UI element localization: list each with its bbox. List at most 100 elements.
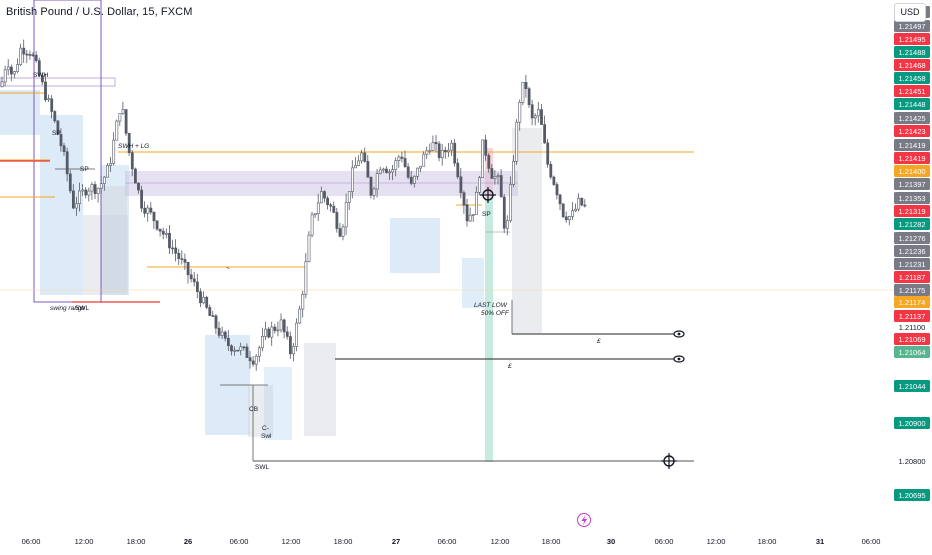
candle-body	[276, 329, 280, 332]
candle-body	[406, 166, 410, 178]
price-label: 1.21231	[894, 258, 930, 270]
candle-body	[28, 54, 32, 56]
candle-body	[214, 315, 218, 329]
price-label-bg	[894, 284, 930, 296]
price-label: 1.21448	[894, 98, 930, 110]
candle-body	[62, 145, 66, 153]
price-label: 1.21451	[894, 85, 930, 97]
candle-body	[447, 149, 450, 153]
time-tick-label: 12:00	[282, 537, 301, 546]
time-tick-label: 06:00	[230, 537, 249, 546]
price-label-text: 1.21064	[898, 348, 925, 357]
currency-button[interactable]: USD	[894, 3, 926, 22]
symbol-title: British Pound / U.S. Dollar, 15, FXCM	[6, 6, 193, 18]
price-label-bg	[894, 310, 930, 322]
price-label: 1.20695	[894, 489, 930, 501]
price-label: 1.21497	[894, 20, 930, 32]
shaded-zone	[390, 218, 440, 273]
price-label-bg	[894, 59, 930, 71]
candle-body	[394, 160, 398, 170]
candle-body	[490, 168, 494, 179]
time-tick-label: 12:00	[491, 537, 510, 546]
price-label: 1.21175	[894, 284, 930, 296]
candle-body	[437, 143, 441, 159]
candle-body	[580, 197, 584, 206]
candle-body	[81, 189, 85, 192]
candle-body	[186, 262, 190, 276]
candle-body	[31, 54, 35, 57]
candle-body	[53, 111, 57, 122]
candle-body	[211, 315, 215, 317]
chart-annotation: SP	[52, 130, 61, 137]
candle-body	[208, 307, 212, 316]
price-label-bg	[894, 125, 930, 137]
time-tick-label: 18:00	[127, 537, 146, 546]
time-tick-label: 26	[184, 537, 192, 546]
price-label-text: 1.21174	[899, 298, 926, 307]
candle-body	[84, 189, 88, 196]
time-axis: 06:00 12:00 18:00 26 06:00 12:00 18:00 27 06:00 1…	[22, 537, 881, 546]
candle-body	[561, 203, 565, 218]
swing-high-band	[0, 77, 116, 87]
candle-body	[6, 66, 10, 71]
price-label-text: 1.21425	[898, 114, 925, 123]
price-label-bg	[894, 258, 930, 270]
candle-body	[202, 296, 206, 304]
price-label-text: 1.21451	[898, 87, 925, 96]
candle-body	[22, 47, 26, 55]
candle-body	[16, 64, 20, 72]
price-label: 1.21174	[894, 296, 930, 308]
candle-body	[236, 349, 240, 352]
price-label: 1.21236	[894, 245, 930, 257]
price-label-bg	[894, 20, 930, 32]
candle-body	[385, 168, 388, 173]
candle-body	[412, 175, 416, 184]
price-label-bg	[894, 33, 930, 45]
price-label-bg	[894, 192, 930, 204]
candle-body	[134, 168, 137, 184]
time-tick-label: 06:00	[862, 537, 881, 546]
candle-body	[400, 156, 404, 159]
price-label: 1.21419	[894, 152, 930, 164]
candle-body	[19, 47, 23, 65]
chart-annotation: SP	[80, 166, 89, 173]
candle-body	[146, 207, 150, 214]
swing-range-frame	[33, 0, 102, 303]
candle-body	[158, 228, 162, 232]
price-label-text: 1.21400	[898, 167, 925, 176]
candle-body	[558, 194, 562, 205]
candle-body	[196, 281, 199, 292]
candle-body	[180, 258, 184, 260]
lightning-icon-bolt	[581, 515, 587, 526]
candle-body	[165, 232, 168, 235]
chart-annotation: 50% OFF	[481, 310, 510, 317]
time-tick-label: 06:00	[655, 537, 674, 546]
price-label-text: 1.21100	[899, 323, 926, 332]
price-label: 1.21397	[894, 178, 930, 190]
chart-annotation: ~	[465, 202, 469, 209]
shaded-zone	[512, 128, 542, 333]
chart-annotation: SWH	[33, 72, 48, 79]
chart-annotation: LAST LOW	[474, 302, 508, 309]
candle-body	[152, 211, 156, 222]
candle-body	[521, 82, 525, 103]
chart-annotation: SP	[482, 211, 491, 218]
candle-body	[13, 71, 16, 75]
price-label: 1.21100	[899, 323, 926, 332]
time-tick-label: 18:00	[334, 537, 353, 546]
zones-layer	[0, 90, 542, 462]
candle-body	[99, 183, 103, 189]
candle-body	[270, 326, 274, 338]
price-label-bg	[894, 98, 930, 110]
candle-body	[360, 152, 364, 162]
chart-annotation: SWL	[255, 464, 269, 471]
candle-body	[298, 308, 302, 324]
price-label-bg	[894, 46, 930, 58]
candle-body	[474, 192, 478, 215]
time-tick-label: 06:00	[22, 537, 41, 546]
candle-body	[369, 176, 373, 196]
candle-body	[375, 173, 379, 190]
shaded-zone	[485, 148, 493, 198]
